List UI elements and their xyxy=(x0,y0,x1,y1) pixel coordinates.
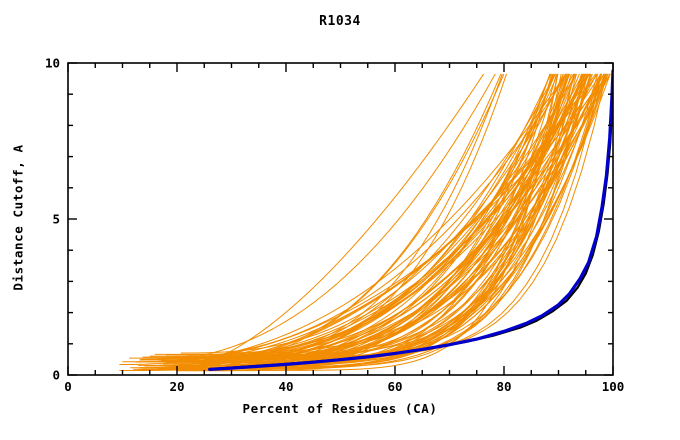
prediction-curve xyxy=(218,73,567,358)
prediction-curve xyxy=(149,73,606,357)
prediction-curves xyxy=(119,73,611,372)
prediction-curve xyxy=(230,73,584,359)
prediction-curve xyxy=(199,73,584,358)
best_model-curve xyxy=(208,69,613,371)
x-tick-label: 20 xyxy=(169,379,185,394)
y-tick-label: 5 xyxy=(52,211,60,227)
prediction-curve xyxy=(142,73,585,358)
y-axis-label: Distance Cutoff, A xyxy=(10,144,26,291)
x-tick-label: 60 xyxy=(387,379,403,394)
prediction-curve xyxy=(208,73,585,360)
x-tick-label: 0 xyxy=(64,379,72,394)
prediction-curve xyxy=(225,73,503,354)
y-tick-label: 10 xyxy=(44,55,60,71)
highlight-curves xyxy=(208,69,613,371)
prediction-curve xyxy=(237,73,551,369)
prediction-curve xyxy=(180,73,567,354)
axis-ticks xyxy=(67,62,614,376)
prediction-curve xyxy=(119,73,567,366)
x-axis-label: Percent of Residues (CA) xyxy=(242,401,438,416)
prediction-curve xyxy=(154,73,601,355)
axes-layer xyxy=(67,62,614,376)
x-tick-label: 40 xyxy=(278,379,294,394)
curves-layer xyxy=(119,69,613,372)
x-tick-label: 80 xyxy=(496,379,512,394)
page-title: R1034 xyxy=(319,14,361,29)
x-tick-label: 100 xyxy=(601,379,625,394)
prediction-curve xyxy=(203,73,552,362)
prediction-curve xyxy=(173,73,568,370)
y-tick-label: 0 xyxy=(52,367,60,383)
prediction-curve xyxy=(163,73,611,365)
prediction-curve xyxy=(135,73,496,363)
